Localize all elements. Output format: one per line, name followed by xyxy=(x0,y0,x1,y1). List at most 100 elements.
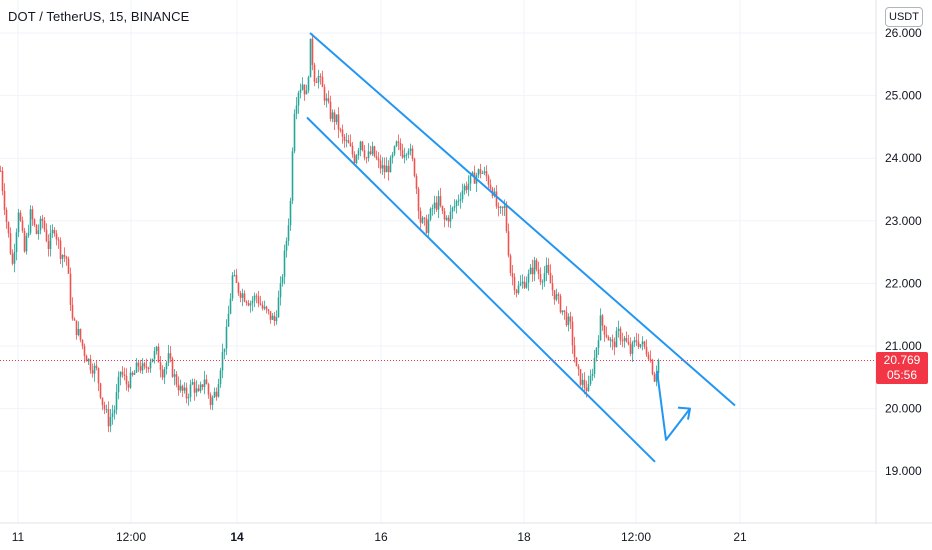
price-tick-label: 19.000 xyxy=(885,464,922,478)
candle xyxy=(97,367,100,392)
candle xyxy=(277,290,280,318)
candle xyxy=(271,312,274,321)
price-axis[interactable]: 19.000 20.000 21.000 22.000 23.000 24.000 25.0… xyxy=(885,26,922,478)
candle xyxy=(489,179,492,190)
candle xyxy=(225,319,228,356)
candle xyxy=(211,395,214,411)
projection-arrow[interactable] xyxy=(656,370,691,441)
candle xyxy=(343,134,346,148)
candle xyxy=(409,143,412,156)
candle xyxy=(87,358,90,365)
candle xyxy=(291,147,294,205)
candle xyxy=(599,308,602,341)
candle xyxy=(459,192,462,209)
candle xyxy=(549,264,552,284)
time-tick-label: 11 xyxy=(12,530,25,544)
candle xyxy=(23,227,26,253)
candle xyxy=(453,199,456,212)
candle xyxy=(627,334,630,346)
candle xyxy=(517,280,520,295)
candle xyxy=(331,109,334,123)
candle xyxy=(603,325,606,342)
candle xyxy=(379,154,382,174)
candle xyxy=(635,333,638,346)
time-axis[interactable]: 11 12:00 14 16 18 12:00 21 xyxy=(12,530,747,544)
candle xyxy=(329,95,332,122)
candle xyxy=(455,199,458,214)
candle xyxy=(631,340,634,363)
currency-selector[interactable]: USDT xyxy=(885,7,923,27)
candle xyxy=(481,170,484,175)
symbol-title: DOT / TetherUS, 15, BINANCE xyxy=(8,9,190,24)
candle xyxy=(307,75,310,94)
candle xyxy=(375,150,378,161)
candle xyxy=(567,313,570,332)
candle xyxy=(65,255,68,266)
candle xyxy=(607,335,610,341)
candle xyxy=(543,266,546,287)
channel-lower-line[interactable] xyxy=(306,116,656,463)
candle xyxy=(59,237,62,265)
candle xyxy=(447,215,450,228)
candle xyxy=(443,208,446,228)
last-price-tag: 20.769 05:56 xyxy=(876,352,928,384)
candle xyxy=(187,393,190,406)
candle xyxy=(119,371,122,386)
drawing-annotations[interactable] xyxy=(306,32,736,463)
candle xyxy=(163,366,166,384)
candle xyxy=(321,70,324,88)
candle xyxy=(107,401,110,433)
candle xyxy=(141,358,144,375)
candle xyxy=(317,69,320,89)
candle xyxy=(287,218,290,246)
candle xyxy=(357,147,360,160)
candle xyxy=(99,382,102,400)
candle xyxy=(377,152,380,169)
candle xyxy=(253,292,256,308)
candle xyxy=(47,234,50,257)
candle xyxy=(217,378,220,398)
candle xyxy=(623,335,626,348)
candle xyxy=(83,343,86,363)
channel-upper-line[interactable] xyxy=(309,32,736,407)
candle xyxy=(289,197,292,231)
candle xyxy=(591,368,594,381)
candle xyxy=(161,365,164,380)
candle xyxy=(263,300,266,311)
candle xyxy=(465,181,468,194)
candle xyxy=(135,358,138,374)
candle xyxy=(573,336,576,363)
candle xyxy=(555,288,558,302)
candle xyxy=(203,370,206,395)
candle xyxy=(195,380,198,397)
candle xyxy=(151,358,154,363)
candle xyxy=(33,218,36,227)
candle xyxy=(533,256,536,282)
candle xyxy=(243,290,246,303)
candle xyxy=(323,84,326,106)
candle xyxy=(423,217,426,226)
candle xyxy=(653,371,656,383)
candle xyxy=(655,365,658,387)
candle xyxy=(143,361,146,370)
candle xyxy=(477,168,480,179)
candle xyxy=(451,206,454,220)
candle xyxy=(81,339,84,350)
candle xyxy=(267,308,270,315)
candle xyxy=(157,343,160,363)
candle xyxy=(43,217,46,233)
candle xyxy=(433,195,436,215)
candle xyxy=(0,165,2,172)
candle xyxy=(505,201,508,234)
candle xyxy=(75,320,78,340)
candle xyxy=(393,145,396,157)
candle xyxy=(173,369,176,386)
candle xyxy=(105,404,108,414)
price-tick-label: 26.000 xyxy=(885,26,922,40)
candle xyxy=(337,107,340,139)
candle xyxy=(609,336,612,348)
candle xyxy=(109,409,112,433)
candle xyxy=(15,228,18,261)
candle xyxy=(643,340,646,350)
